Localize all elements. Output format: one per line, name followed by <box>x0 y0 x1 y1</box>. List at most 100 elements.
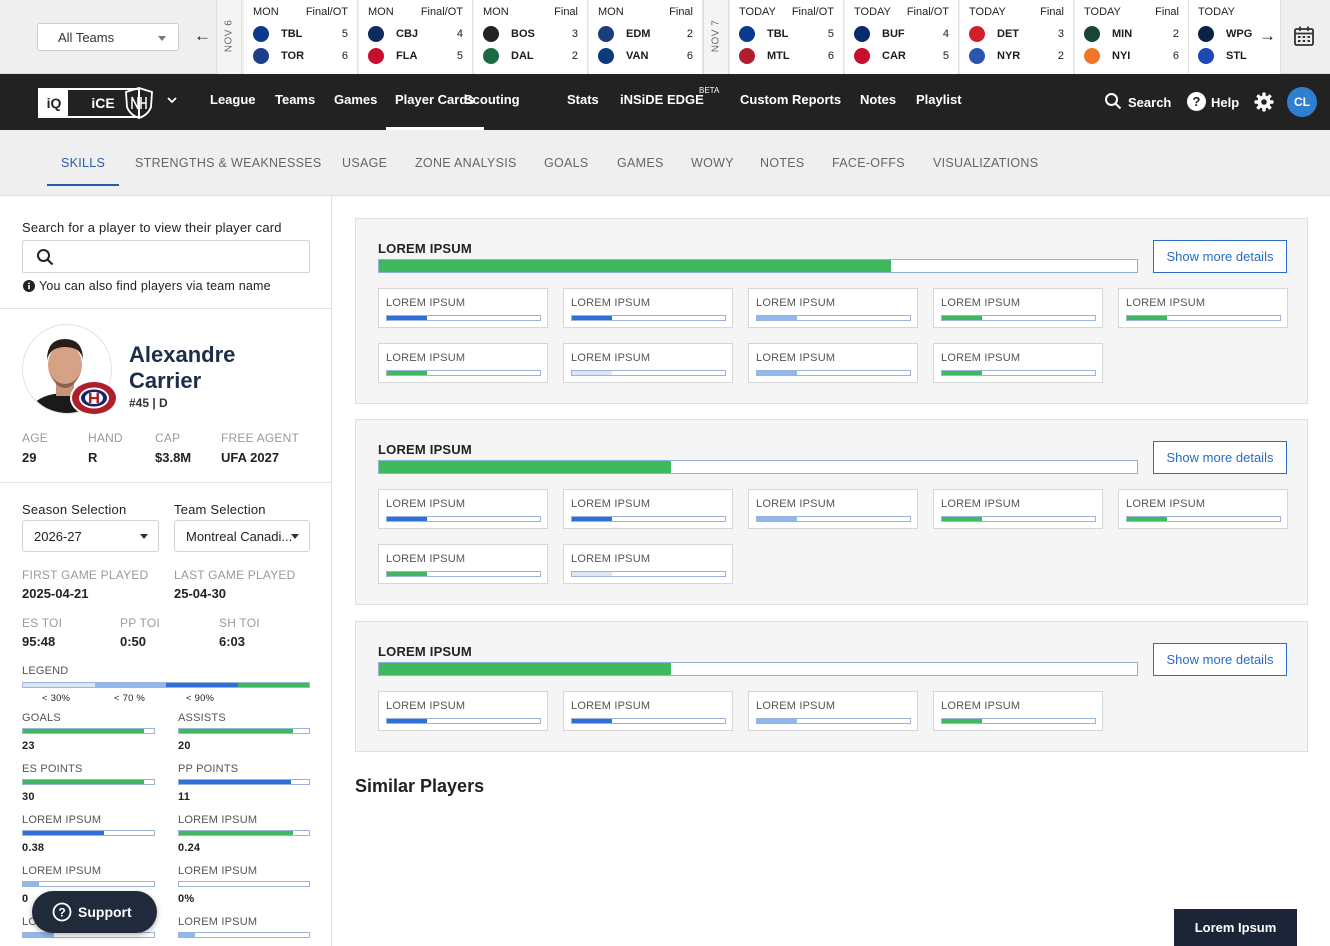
stat-bar <box>22 728 155 734</box>
game-tile[interactable]: TODAY Final/OT BUF 4 CAR 5 <box>845 0 959 74</box>
team-logo-icon <box>483 48 499 64</box>
svg-text:?: ? <box>1193 94 1201 109</box>
brand-left: iQ <box>40 90 68 116</box>
skill-metric-card[interactable]: LOREM IPSUM <box>748 489 918 529</box>
skill-metric-card[interactable]: LOREM IPSUM <box>1118 288 1288 328</box>
team-score: 2 <box>1058 50 1064 62</box>
bio-value: 29 <box>22 450 36 465</box>
skill-metric-card[interactable]: LOREM IPSUM <box>563 691 733 731</box>
tab-goals[interactable]: GOALS <box>544 156 589 170</box>
skill-metric-card[interactable]: LOREM IPSUM <box>378 489 548 529</box>
game-status: Final/OT <box>306 6 348 18</box>
skill-metric-label: LOREM IPSUM <box>386 700 465 712</box>
footer-action-button[interactable]: Lorem Ipsum <box>1174 909 1297 946</box>
skill-metric-card[interactable]: LOREM IPSUM <box>378 343 548 383</box>
game-tile[interactable]: TODAY Final MIN 2 NYI 6 <box>1075 0 1189 74</box>
legend-mark-90: < 90% <box>186 693 214 704</box>
skill-metric-card[interactable]: LOREM IPSUM <box>1118 489 1288 529</box>
skill-panel: LOREM IPSUM Show more details LOREM IPSUM L… <box>355 218 1308 404</box>
show-more-details-button[interactable]: Show more details <box>1153 643 1287 676</box>
nav-item-scouting[interactable]: Scouting <box>464 92 520 107</box>
arrow-left-icon[interactable]: ← <box>194 26 211 46</box>
skill-metric-card[interactable]: LOREM IPSUM <box>933 691 1103 731</box>
nhl-shield-icon[interactable] <box>124 87 154 119</box>
show-more-details-button[interactable]: Show more details <box>1153 441 1287 474</box>
team-select[interactable]: Montreal Canadi... <box>174 520 310 552</box>
nav-item-teams[interactable]: Teams <box>275 92 315 107</box>
toi-label: ES TOI <box>22 616 62 630</box>
skill-metric-bar-fill <box>572 517 612 521</box>
game-team-row: CAR 5 <box>854 48 949 64</box>
tab-notes[interactable]: NOTES <box>760 156 805 170</box>
game-team-row: FLA 5 <box>368 48 463 64</box>
game-tile[interactable]: MON Final EDM 2 VAN 6 <box>589 0 703 74</box>
skill-metric-label: LOREM IPSUM <box>756 352 835 364</box>
season-selection-label: Season Selection <box>22 502 126 517</box>
stat-bar-fill <box>179 831 293 835</box>
tab-visualizations[interactable]: VISUALIZATIONS <box>933 156 1038 170</box>
game-tile[interactable]: MON Final/OT TBL 5 TOR 6 <box>244 0 358 74</box>
calendar-icon[interactable] <box>1292 24 1316 48</box>
skill-metric-card[interactable]: LOREM IPSUM <box>933 343 1103 383</box>
nav-item-league[interactable]: League <box>210 92 256 107</box>
search-label: Search <box>1128 95 1171 110</box>
skill-metric-bar-fill <box>387 572 427 576</box>
tab-strengths-weaknesses[interactable]: STRENGTHS & WEAKNESSES <box>135 156 322 170</box>
game-tile[interactable]: MON Final/OT CBJ 4 FLA 5 <box>359 0 473 74</box>
season-select[interactable]: 2026-27 <box>22 520 159 552</box>
stat-label: GOALS <box>22 712 61 724</box>
team-filter-select[interactable]: All Teams <box>37 23 179 51</box>
user-avatar[interactable]: CL <box>1287 87 1317 117</box>
nav-item-custom-reports[interactable]: Custom Reports <box>740 92 841 107</box>
tab-skills[interactable]: SKILLS <box>61 156 105 170</box>
game-tile[interactable]: TODAY Final DET 3 NYR 2 <box>960 0 1074 74</box>
tab-face-offs[interactable]: FACE-OFFS <box>832 156 905 170</box>
skill-metric-bar-fill <box>942 371 982 375</box>
skill-metric-card[interactable]: LOREM IPSUM <box>563 489 733 529</box>
game-tile[interactable]: TODAY Final/OT TBL 5 MTL 6 <box>730 0 844 74</box>
stat-bar <box>178 830 310 836</box>
nav-item-player-cards[interactable]: Player Cards <box>395 92 475 107</box>
skill-metric-card[interactable]: LOREM IPSUM <box>933 288 1103 328</box>
nav-item-notes[interactable]: Notes <box>860 92 896 107</box>
chevron-down-icon[interactable] <box>166 94 178 106</box>
skill-metric-bar <box>386 370 541 376</box>
skill-metric-card[interactable]: LOREM IPSUM <box>378 288 548 328</box>
skill-metric-card[interactable]: LOREM IPSUM <box>378 544 548 584</box>
skill-metric-card[interactable]: LOREM IPSUM <box>748 691 918 731</box>
gear-icon[interactable] <box>1254 92 1274 112</box>
skill-metric-bar <box>1126 516 1281 522</box>
nav-item-playlist[interactable]: Playlist <box>916 92 962 107</box>
team-selection-label: Team Selection <box>174 502 266 517</box>
skill-metric-card[interactable]: LOREM IPSUM <box>933 489 1103 529</box>
skill-metric-card[interactable]: LOREM IPSUM <box>563 343 733 383</box>
skill-panel-title: LOREM IPSUM <box>378 644 472 659</box>
player-search-input[interactable] <box>22 240 310 273</box>
skill-metric-card[interactable]: LOREM IPSUM <box>563 288 733 328</box>
game-day: MON <box>598 6 624 18</box>
player-profile: Alexandre Carrier #45 | D AGE 29 HAND R CAP $… <box>0 308 332 481</box>
tab-zone-analysis[interactable]: ZONE ANALYSIS <box>415 156 517 170</box>
skill-metric-card[interactable]: LOREM IPSUM <box>563 544 733 584</box>
team-logo-icon <box>368 26 384 42</box>
tab-games[interactable]: GAMES <box>617 156 664 170</box>
skill-metric-card[interactable]: LOREM IPSUM <box>748 343 918 383</box>
skill-panel: LOREM IPSUM Show more details LOREM IPSUM L… <box>355 419 1308 605</box>
game-tile[interactable]: MON Final BOS 3 DAL 2 <box>474 0 588 74</box>
skill-panel-bar <box>378 662 1138 676</box>
support-button[interactable]: ? Support <box>32 891 157 933</box>
nav-item-inside-edge[interactable]: iNSiDE EDGE <box>620 92 704 107</box>
tab-wowy[interactable]: WOWY <box>691 156 734 170</box>
skill-metric-label: LOREM IPSUM <box>941 498 1020 510</box>
skill-metric-card[interactable]: LOREM IPSUM <box>378 691 548 731</box>
skill-metric-card[interactable]: LOREM IPSUM <box>748 288 918 328</box>
game-team-row: CBJ 4 <box>368 26 463 42</box>
show-more-details-button[interactable]: Show more details <box>1153 240 1287 273</box>
tab-usage[interactable]: USAGE <box>342 156 387 170</box>
nav-item-games[interactable]: Games <box>334 92 377 107</box>
nav-item-stats[interactable]: Stats <box>567 92 599 107</box>
stat-bar-fill <box>179 933 195 937</box>
arrow-right-icon[interactable]: → <box>1259 26 1276 46</box>
team-logo-icon <box>969 26 985 42</box>
team-abbr: NYI <box>1112 50 1130 62</box>
